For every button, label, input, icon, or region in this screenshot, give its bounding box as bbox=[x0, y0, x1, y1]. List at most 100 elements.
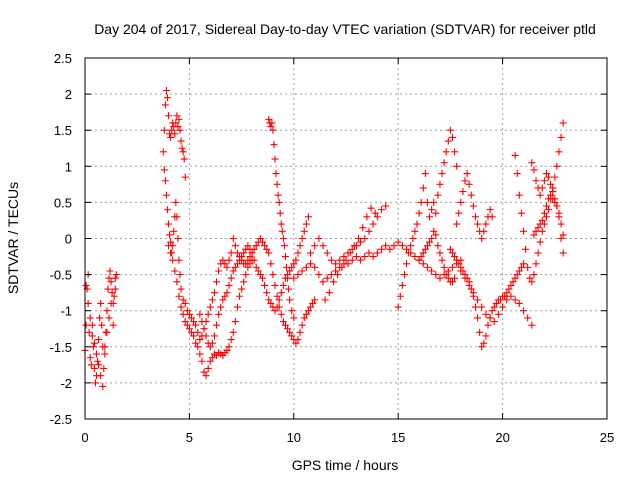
data-point bbox=[438, 170, 446, 178]
data-point bbox=[440, 159, 448, 167]
data-point bbox=[111, 285, 119, 293]
data-point bbox=[298, 321, 306, 329]
data-point bbox=[532, 227, 540, 235]
data-point bbox=[196, 350, 204, 358]
data-point bbox=[390, 242, 398, 250]
data-point bbox=[486, 314, 494, 322]
series-s9 bbox=[290, 238, 465, 286]
data-point bbox=[476, 328, 484, 336]
data-point bbox=[382, 242, 390, 250]
data-point bbox=[415, 256, 423, 264]
data-point bbox=[112, 271, 120, 279]
y-tick-label: 1.5 bbox=[54, 123, 72, 138]
data-point bbox=[177, 137, 185, 145]
data-point bbox=[513, 271, 521, 279]
data-point bbox=[100, 364, 108, 372]
data-point bbox=[246, 260, 254, 268]
data-point bbox=[403, 245, 411, 253]
data-point bbox=[334, 271, 342, 279]
data-point bbox=[350, 242, 358, 250]
data-point bbox=[258, 274, 266, 282]
data-point bbox=[273, 180, 281, 188]
data-point bbox=[386, 245, 394, 253]
data-point bbox=[355, 235, 363, 242]
data-point bbox=[106, 267, 114, 275]
data-point bbox=[467, 285, 475, 293]
data-point bbox=[503, 296, 511, 304]
y-tick-label: 0 bbox=[65, 232, 72, 247]
data-point bbox=[192, 321, 200, 329]
data-point bbox=[231, 263, 239, 271]
data-point bbox=[532, 260, 540, 268]
data-point bbox=[238, 253, 246, 261]
data-point bbox=[174, 235, 182, 242]
data-point bbox=[173, 112, 181, 120]
data-point bbox=[229, 235, 237, 242]
data-point bbox=[557, 220, 565, 228]
data-point bbox=[179, 148, 187, 156]
data-point bbox=[511, 274, 519, 282]
data-point bbox=[277, 310, 285, 318]
data-point bbox=[519, 260, 527, 268]
data-point bbox=[315, 271, 323, 279]
data-point bbox=[369, 253, 377, 261]
data-point bbox=[263, 245, 271, 253]
data-point bbox=[286, 267, 294, 275]
data-point bbox=[365, 249, 373, 257]
y-tick-label: -0.5 bbox=[50, 268, 72, 283]
data-point bbox=[82, 321, 90, 329]
series-s8 bbox=[267, 260, 319, 347]
data-point bbox=[166, 231, 174, 239]
data-point bbox=[474, 296, 482, 304]
data-point bbox=[167, 133, 175, 141]
data-point bbox=[311, 296, 319, 304]
data-point bbox=[202, 332, 210, 340]
data-point bbox=[536, 191, 544, 199]
data-point bbox=[457, 198, 465, 206]
data-point bbox=[490, 318, 498, 326]
data-point bbox=[474, 220, 482, 228]
data-point bbox=[96, 314, 104, 322]
data-point bbox=[432, 271, 440, 279]
data-point bbox=[187, 314, 195, 322]
x-tick-label: 5 bbox=[186, 430, 193, 445]
data-point bbox=[540, 177, 548, 185]
data-point bbox=[183, 307, 191, 315]
data-point bbox=[329, 278, 337, 286]
data-point bbox=[206, 343, 214, 351]
data-point bbox=[267, 123, 275, 131]
data-point bbox=[290, 314, 298, 322]
data-point bbox=[377, 206, 385, 214]
data-point bbox=[444, 137, 452, 145]
data-point bbox=[428, 235, 436, 242]
data-point bbox=[528, 278, 536, 286]
data-point bbox=[271, 307, 279, 315]
data-point bbox=[428, 267, 436, 275]
data-point bbox=[198, 318, 206, 326]
data-point bbox=[272, 170, 280, 178]
data-point bbox=[400, 271, 408, 279]
data-point bbox=[167, 249, 175, 257]
data-point bbox=[413, 220, 421, 228]
data-point bbox=[302, 263, 310, 271]
data-point bbox=[448, 278, 456, 286]
y-tick-label: 1 bbox=[65, 159, 72, 174]
data-point bbox=[327, 271, 335, 279]
data-point bbox=[359, 224, 367, 232]
data-point bbox=[501, 292, 509, 300]
data-point bbox=[279, 281, 287, 289]
data-point bbox=[549, 188, 557, 196]
data-point bbox=[254, 267, 262, 275]
x-tick-label: 0 bbox=[81, 430, 88, 445]
data-point bbox=[236, 292, 244, 300]
data-point bbox=[261, 281, 269, 289]
data-point bbox=[275, 296, 283, 304]
data-point bbox=[180, 155, 188, 163]
data-point bbox=[183, 321, 191, 329]
data-point bbox=[162, 86, 170, 94]
x-tick-label: 15 bbox=[391, 430, 405, 445]
data-point bbox=[421, 245, 429, 253]
data-point bbox=[494, 310, 502, 318]
data-point bbox=[426, 238, 434, 246]
